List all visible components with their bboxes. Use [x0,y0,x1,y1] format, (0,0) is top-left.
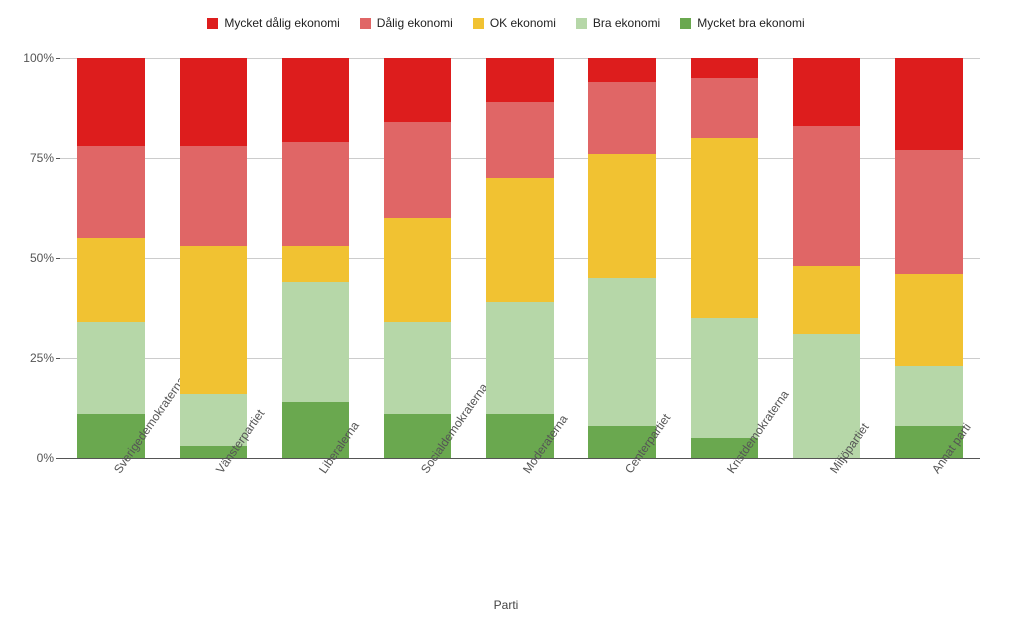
bar-group: Sverigedemokraterna [77,58,144,458]
bar-segment [588,278,655,426]
bar-segment [793,266,860,334]
legend-label: Dålig ekonomi [377,16,453,30]
stacked-bar [793,58,860,458]
bar-segment [895,150,962,274]
plot-area: Sverigedemokraterna Vänsterpartiet Liberal… [60,58,980,459]
bar-group: Socialdemokraterna [384,58,451,458]
bar-segment [384,218,451,322]
stacked-bar [77,58,144,458]
bar-segment [180,58,247,146]
legend-swatch [360,18,371,29]
legend-item: Mycket dålig ekonomi [207,16,339,30]
bar-segment [486,302,553,414]
x-axis-title: Parti [0,598,1012,612]
legend-label: OK ekonomi [490,16,556,30]
stacked-bar [691,58,758,458]
legend-item: Mycket bra ekonomi [680,16,804,30]
legend-label: Mycket dålig ekonomi [224,16,339,30]
bar-segment [793,58,860,126]
y-tick-mark [56,358,60,359]
bar-segment [384,322,451,414]
bar-segment [691,318,758,438]
bar-segment [588,82,655,154]
bar-group: Moderaterna [486,58,553,458]
bar-segment [486,178,553,302]
bar-group: Vänsterpartiet [180,58,247,458]
legend-label: Mycket bra ekonomi [697,16,804,30]
stacked-bar [588,58,655,458]
bar-segment [282,282,349,402]
legend-swatch [680,18,691,29]
bar-group: Centerpartiet [588,58,655,458]
bar-segment [282,246,349,282]
bar-segment [384,122,451,218]
y-tick-mark [56,258,60,259]
legend-item: Dålig ekonomi [360,16,453,30]
y-tick-label: 75% [18,151,54,165]
bar-group: Miljöpartiet [793,58,860,458]
bar-group: Annat parti [895,58,962,458]
bar-segment [895,58,962,150]
y-tick-label: 25% [18,351,54,365]
stacked-bar [486,58,553,458]
bar-group: Kristdemokraterna [691,58,758,458]
bar-segment [77,146,144,238]
bar-segment [895,366,962,426]
bar-segment [588,154,655,278]
stacked-bar [180,58,247,458]
y-tick-label: 50% [18,251,54,265]
bar-segment [180,146,247,246]
bar-segment [691,138,758,318]
stacked-bar [384,58,451,458]
bar-segment [793,126,860,266]
y-tick-label: 0% [18,451,54,465]
chart-container: Mycket dålig ekonomi Dålig ekonomi OK ekon… [0,0,1012,622]
legend-swatch [207,18,218,29]
stacked-bar [282,58,349,458]
bars-layer: Sverigedemokraterna Vänsterpartiet Liberal… [60,58,980,458]
y-tick-mark [56,158,60,159]
y-tick-mark [56,458,60,459]
bar-segment [588,58,655,82]
stacked-bar [895,58,962,458]
bar-segment [486,58,553,102]
y-tick-mark [56,58,60,59]
y-tick-label: 100% [18,51,54,65]
bar-segment [691,78,758,138]
bar-segment [282,142,349,246]
bar-segment [77,322,144,414]
bar-segment [77,58,144,146]
bar-segment [77,238,144,322]
legend: Mycket dålig ekonomi Dålig ekonomi OK ekon… [0,16,1012,32]
legend-item: Bra ekonomi [576,16,660,30]
legend-label: Bra ekonomi [593,16,660,30]
legend-swatch [576,18,587,29]
bar-segment [180,246,247,394]
legend-item: OK ekonomi [473,16,556,30]
legend-swatch [473,18,484,29]
bar-segment [282,58,349,142]
bar-group: Liberalerna [282,58,349,458]
bar-segment [384,58,451,122]
bar-segment [691,58,758,78]
bar-segment [895,274,962,366]
bar-segment [486,102,553,178]
